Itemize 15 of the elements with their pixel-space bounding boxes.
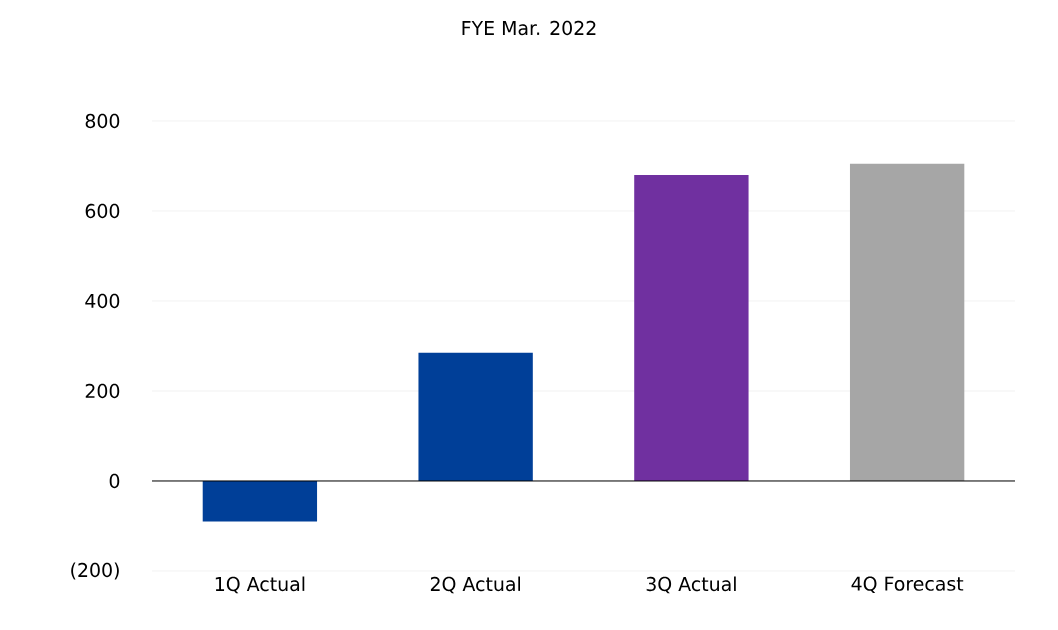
x-tick-label: 4Q Forecast [851, 576, 964, 593]
y-tick-label: (200) [71, 562, 119, 580]
bar [849, 163, 965, 481]
y-tick-label: 0 [109, 473, 120, 489]
chart-title: FYE Mar. 2022 [462, 20, 596, 36]
x-tick-label: 3Q Actual [646, 576, 736, 594]
bar [418, 352, 533, 481]
y-tick-label: 800 [85, 113, 120, 129]
bar [202, 480, 318, 522]
bar [634, 174, 749, 481]
x-tick-label: 1Q Actual [215, 576, 305, 594]
x-tick-label: 2Q Actual [430, 576, 521, 594]
y-tick-label: 400 [85, 293, 120, 309]
y-tick-label: 600 [85, 203, 120, 219]
y-tick-label: 200 [85, 383, 120, 399]
